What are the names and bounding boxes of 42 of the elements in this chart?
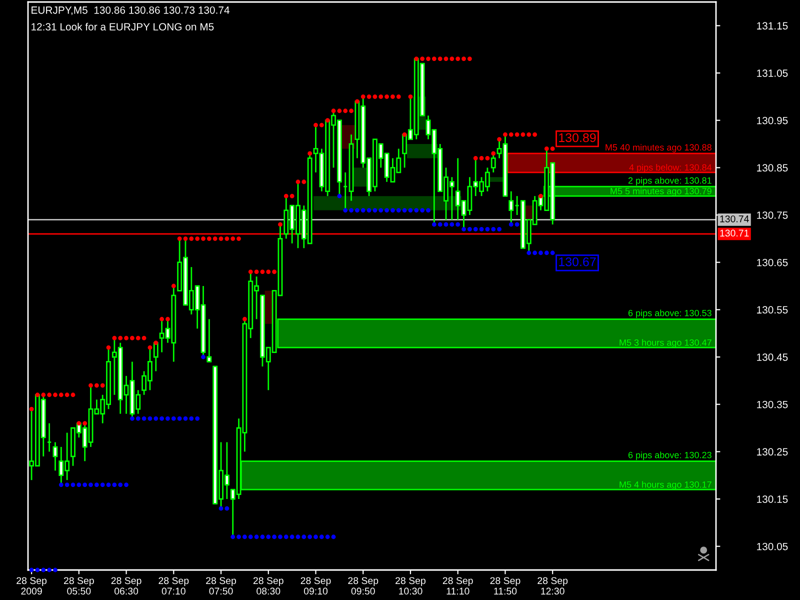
y-tick-label: 130.85 (757, 164, 788, 172)
chart-title: EURJPY,M5 130.86 130.86 130.73 130.74 (32, 6, 230, 16)
y-tick-label: 130.05 (757, 542, 788, 550)
x-tick-label: 28 Sep 11:10 (442, 577, 473, 595)
annotation: 6 pips above: 130.23 (628, 452, 712, 460)
data-label: 130.89 (559, 133, 596, 142)
y-tick-label: 130.35 (757, 400, 788, 408)
text: 12:31 Look for a EURJPY LONG on M5 (32, 22, 214, 30)
y-tick-label: 131.05 (757, 70, 788, 77)
annotation: 4 pips below: 130.84 (629, 164, 712, 172)
x-tick-label: 28 Sep 12:30 (538, 577, 568, 595)
x-tick-label: 28 Sep 06:30 (111, 577, 142, 595)
candlestick (508, 190, 514, 226)
x-tick-label: 28 Sep 10:30 (396, 577, 426, 595)
x-tick-label: 28 Sep 07:50 (206, 577, 236, 595)
y-tick-label: 130.95 (757, 116, 788, 124)
x-tick-label: 28 Sep 09:50 (348, 577, 378, 595)
y-tick-label: 130.65 (757, 258, 788, 266)
annotation: M5 3 hours ago 130.47 (620, 339, 712, 348)
x-tick-label: 28 Sep 05:50 (64, 577, 94, 595)
y-tick-label: 130.15 (757, 496, 788, 503)
y-tick-label: 130.45 (757, 354, 788, 361)
y-tick-label: 130.25 (757, 448, 788, 456)
candlestick (490, 152, 496, 174)
x-tick-label: 28 Sep 09:10 (300, 577, 331, 595)
annotation: M5 40 minutes ago 130.88 (606, 144, 712, 152)
annotation: M5 4 hours ago 130.17 (620, 481, 712, 490)
candlestick (52, 442, 58, 472)
y-tick-label: 131.15 (757, 22, 788, 30)
y-tick-label: 130.75 (757, 212, 788, 219)
x-tick-label: 28 Sep 08:30 (253, 577, 284, 595)
data-label: 130.67 (559, 257, 596, 266)
x-tick-label: 28 Sep 07:10 (158, 577, 189, 595)
ref-line-label: 130.74 (720, 215, 749, 222)
annotation: 2 pips above: 130.81 (628, 177, 712, 186)
x-tick-label: 28 Sep 2009 (16, 577, 47, 595)
x-tick-label: 28 Sep 11:50 (490, 577, 520, 595)
annotation: M5 5 minutes ago 130.79 (610, 188, 712, 196)
ref-line-label: 130.71 (720, 230, 749, 237)
y-tick-label: 130.55 (757, 306, 788, 314)
candlestick (206, 318, 212, 362)
annotation: 6 pips above: 130.53 (628, 310, 712, 318)
